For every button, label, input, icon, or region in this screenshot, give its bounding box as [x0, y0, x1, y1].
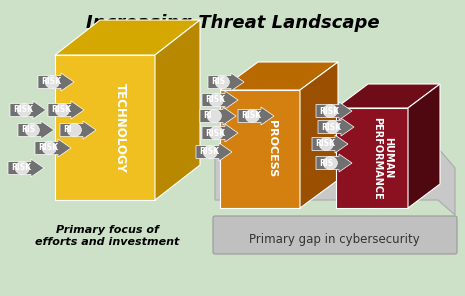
- Polygon shape: [38, 73, 74, 91]
- Text: RI: RI: [63, 126, 72, 134]
- Polygon shape: [312, 135, 348, 153]
- Ellipse shape: [323, 157, 338, 170]
- Ellipse shape: [209, 126, 223, 139]
- Polygon shape: [336, 84, 440, 108]
- Ellipse shape: [45, 75, 60, 89]
- Text: RISK: RISK: [205, 96, 225, 104]
- Polygon shape: [220, 90, 300, 208]
- Text: HUMAN
PERFORMANCE: HUMAN PERFORMANCE: [372, 117, 393, 200]
- Ellipse shape: [17, 104, 32, 117]
- Polygon shape: [48, 101, 84, 119]
- Polygon shape: [408, 84, 440, 208]
- Ellipse shape: [325, 120, 339, 133]
- Text: RISK: RISK: [199, 147, 219, 157]
- Polygon shape: [196, 143, 232, 161]
- Polygon shape: [316, 154, 352, 172]
- Polygon shape: [208, 73, 244, 91]
- Polygon shape: [35, 139, 71, 157]
- Ellipse shape: [245, 110, 259, 123]
- Polygon shape: [215, 148, 455, 215]
- Ellipse shape: [25, 123, 40, 136]
- Ellipse shape: [203, 146, 218, 158]
- Text: RIS: RIS: [211, 78, 225, 86]
- Text: RIS: RIS: [319, 158, 333, 168]
- Polygon shape: [300, 62, 338, 208]
- Polygon shape: [55, 20, 200, 55]
- Ellipse shape: [319, 138, 333, 150]
- Ellipse shape: [209, 94, 223, 107]
- Text: RISK: RISK: [13, 105, 33, 115]
- Polygon shape: [202, 91, 238, 109]
- Text: RISK: RISK: [51, 105, 71, 115]
- Text: RISK: RISK: [319, 107, 339, 115]
- Text: RISK: RISK: [315, 139, 335, 149]
- Text: RI: RI: [203, 112, 212, 120]
- Polygon shape: [220, 62, 338, 90]
- Text: RISK: RISK: [205, 128, 225, 138]
- Text: RISK: RISK: [241, 112, 261, 120]
- Polygon shape: [200, 107, 236, 125]
- Polygon shape: [8, 159, 44, 177]
- Ellipse shape: [67, 123, 81, 136]
- Text: RISK: RISK: [38, 144, 58, 152]
- Text: RIS: RIS: [21, 126, 35, 134]
- Polygon shape: [18, 121, 54, 139]
- Text: Primary gap in cybersecurity: Primary gap in cybersecurity: [249, 234, 419, 247]
- Text: PROCESS: PROCESS: [267, 120, 277, 178]
- Ellipse shape: [215, 75, 229, 89]
- Text: TECHNOLOGY: TECHNOLOGY: [113, 83, 126, 172]
- Polygon shape: [60, 121, 96, 139]
- Text: Increasing Threat Landscape: Increasing Threat Landscape: [86, 14, 379, 32]
- Polygon shape: [202, 124, 238, 142]
- Ellipse shape: [207, 110, 221, 123]
- Polygon shape: [336, 108, 408, 208]
- FancyBboxPatch shape: [213, 216, 457, 254]
- Text: RISK: RISK: [11, 163, 31, 173]
- Polygon shape: [238, 107, 274, 125]
- Polygon shape: [316, 102, 352, 120]
- Text: Primary focus of
efforts and investment: Primary focus of efforts and investment: [35, 225, 179, 247]
- Ellipse shape: [323, 104, 338, 118]
- Ellipse shape: [42, 141, 56, 155]
- Polygon shape: [10, 101, 46, 119]
- Text: RISK: RISK: [321, 123, 341, 131]
- Ellipse shape: [55, 104, 69, 117]
- Ellipse shape: [15, 162, 29, 175]
- Polygon shape: [318, 118, 354, 136]
- Polygon shape: [55, 55, 155, 200]
- Polygon shape: [155, 20, 200, 200]
- Text: RISK: RISK: [41, 78, 61, 86]
